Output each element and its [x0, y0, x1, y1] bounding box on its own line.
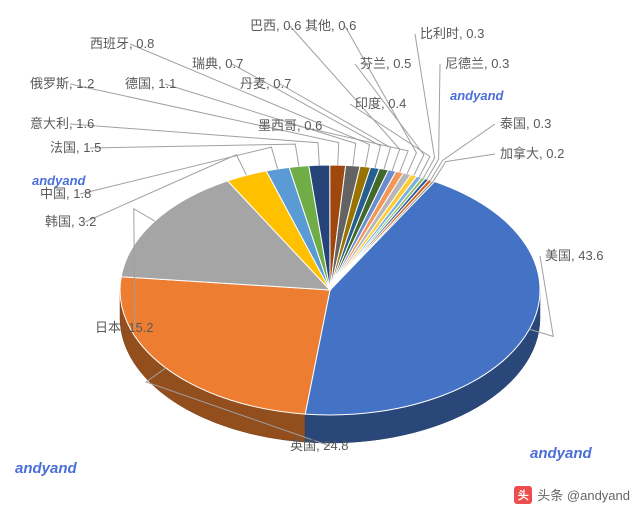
slice-label: 比利时, 0.3 [420, 26, 484, 41]
leader-line [430, 124, 495, 180]
slice-label: 法国, 1.5 [50, 140, 101, 155]
leader-line [90, 144, 299, 166]
slice-label: 韩国, 3.2 [45, 214, 96, 229]
slice-label: 芬兰, 0.5 [360, 56, 411, 71]
pie-chart-3d: 美国, 43.6 英国, 24.8 日本, 15.2 韩国, 3.2 中国, 1.8 法国… [0, 0, 640, 510]
slice-label: 中国, 1.8 [40, 186, 91, 201]
slice-label: 西班牙, 0.8 [90, 36, 154, 51]
slice-label: 尼德兰, 0.3 [445, 56, 509, 71]
slice-label: 英国, 24.8 [290, 438, 349, 453]
leader-line [415, 34, 435, 178]
slice-label: 美国, 43.6 [545, 248, 604, 263]
credit-logo: 头 [514, 486, 532, 504]
credit-text: 头条 @andyand [537, 485, 630, 504]
slice-label: 俄罗斯, 1.2 [30, 76, 94, 91]
slice-label: 日本, 15.2 [95, 320, 154, 335]
slice-label: 墨西哥, 0.6 [258, 118, 322, 133]
slice-label: 其他, 0.6 [305, 18, 356, 33]
image-credit: 头 头条 @andyand [514, 485, 630, 504]
leader-line [433, 154, 495, 181]
slice-label: 丹麦, 0.7 [240, 76, 291, 91]
slice-label: 印度, 0.4 [355, 96, 406, 111]
slice-label: 巴西, 0.6 [250, 18, 301, 33]
slice-label: 泰国, 0.3 [500, 116, 551, 131]
slice-label: 德国, 1.1 [125, 76, 176, 91]
pie-slice [120, 277, 330, 414]
slice-label: 瑞典, 0.7 [192, 56, 243, 71]
slice-label: 意大利, 1.6 [30, 116, 94, 131]
slice-label: 加拿大, 0.2 [500, 146, 564, 161]
